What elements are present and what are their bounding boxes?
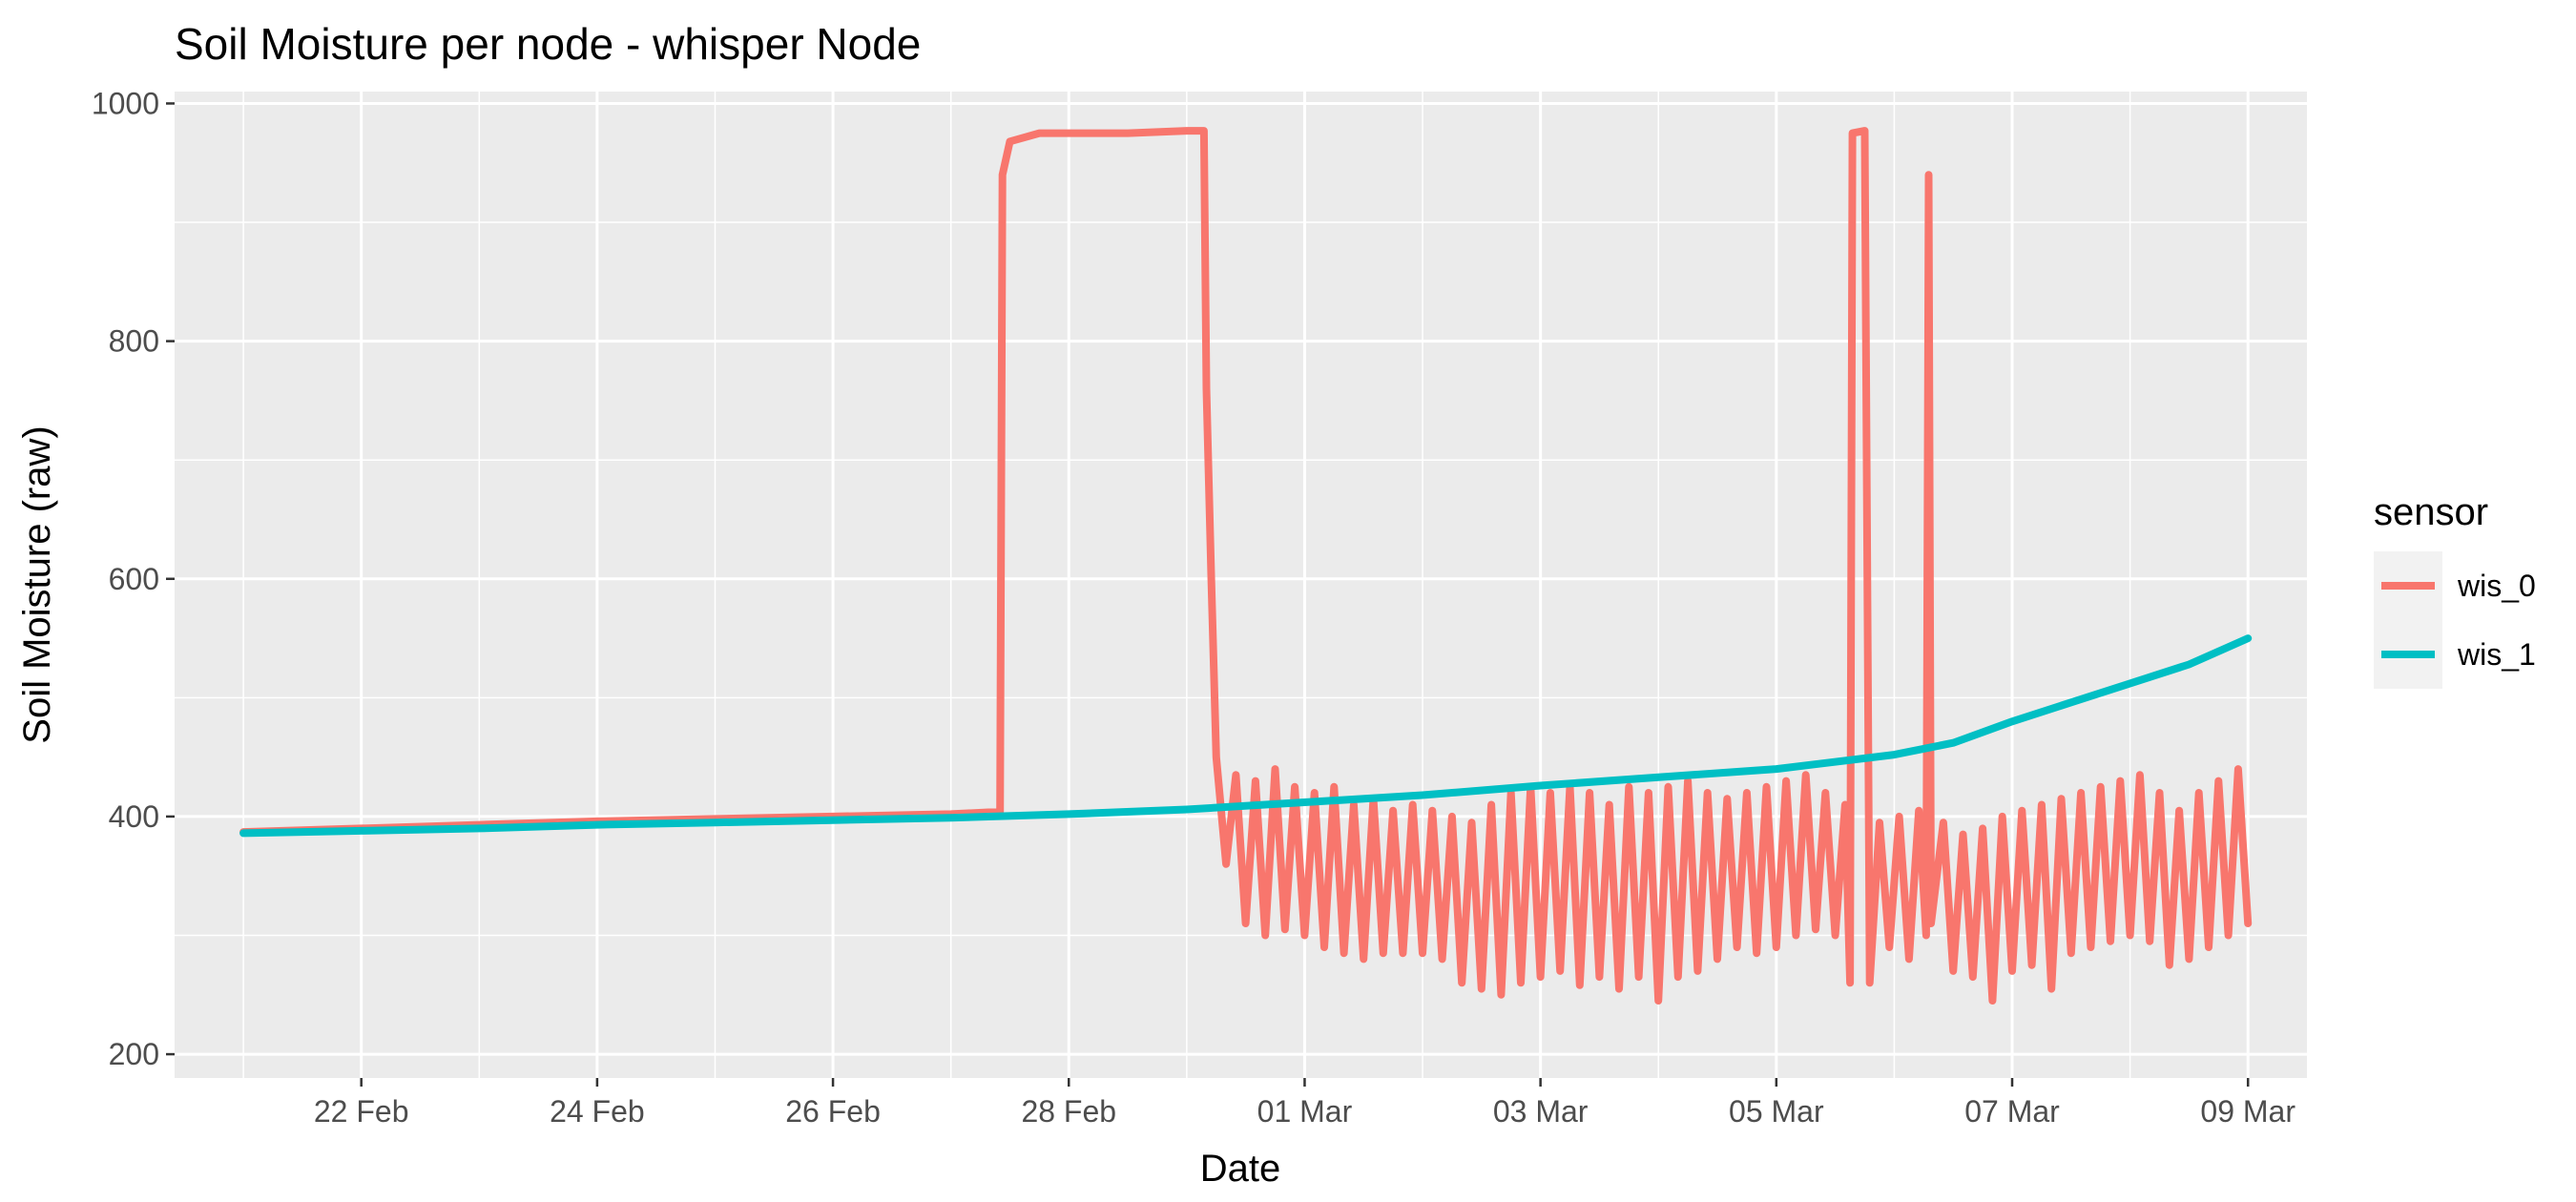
chart-title: Soil Moisture per node - whisper Node [175, 19, 921, 69]
y-tick-label: 1000 [92, 86, 159, 120]
x-tick-label: 22 Feb [314, 1094, 409, 1129]
legend-label-wis_0: wis_0 [2457, 569, 2536, 603]
x-tick-label: 07 Mar [1964, 1094, 2060, 1129]
y-tick-label: 200 [109, 1037, 159, 1071]
x-tick-label: 28 Feb [1021, 1094, 1116, 1129]
x-tick-label: 26 Feb [785, 1094, 881, 1129]
series-line-wis_1 [239, 634, 2253, 838]
y-axis: 200 400 600 800 1000 [92, 86, 175, 1071]
x-axis-title: Date [1200, 1148, 1281, 1190]
x-tick-label: 01 Mar [1257, 1094, 1353, 1129]
x-tick-label: 05 Mar [1729, 1094, 1824, 1129]
series-line-wis_0 [239, 127, 2253, 1005]
legend-title: sensor [2374, 491, 2488, 533]
legend-label-wis_1: wis_1 [2457, 637, 2536, 672]
x-axis: 22 Feb 24 Feb 26 Feb 28 Feb 01 Mar 03 Mar 05 M… [314, 1078, 2296, 1129]
x-tick-label: 24 Feb [550, 1094, 645, 1129]
legend: sensor wis_0 wis_1 [2374, 491, 2536, 689]
x-tick-label: 03 Mar [1493, 1094, 1589, 1129]
y-tick-label: 600 [109, 562, 159, 596]
y-axis-title: Soil Moisture (raw) [16, 425, 58, 743]
x-tick-label: 09 Mar [2200, 1094, 2296, 1129]
series-lines [239, 127, 2253, 1005]
y-tick-label: 800 [109, 324, 159, 359]
y-tick-label: 400 [109, 799, 159, 834]
